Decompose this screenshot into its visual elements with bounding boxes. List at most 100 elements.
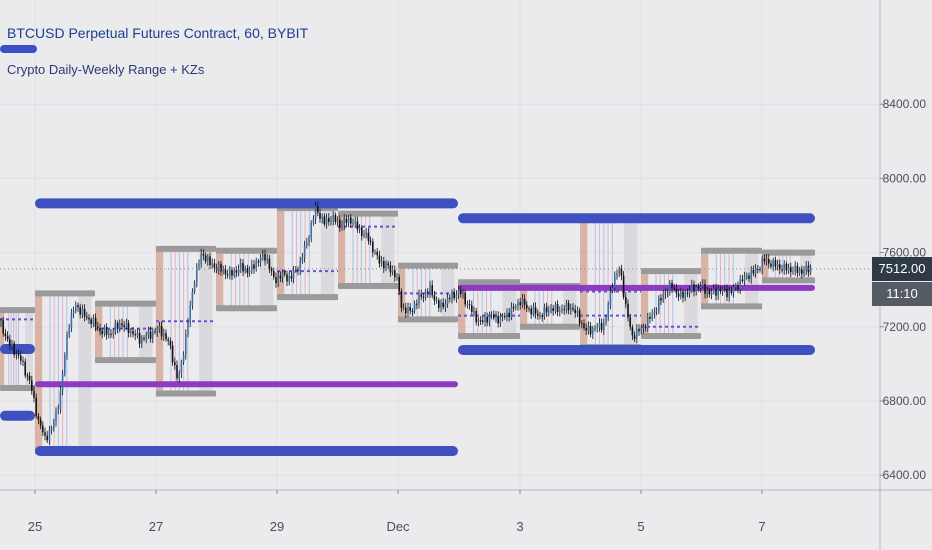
candle-body <box>363 233 365 236</box>
candle-body <box>587 325 590 331</box>
candle-body <box>688 290 691 294</box>
london-session-zone <box>320 208 335 298</box>
daily-low-bar <box>398 316 458 323</box>
candle-body <box>743 275 746 282</box>
candle-body <box>398 277 400 292</box>
candle-body <box>112 332 114 334</box>
daily-high-bar <box>398 262 458 269</box>
candle-body <box>244 268 246 272</box>
candle-body <box>574 309 576 314</box>
candle-body <box>528 308 530 310</box>
candle-body <box>319 212 321 219</box>
candle-body <box>556 304 559 313</box>
candle-body <box>378 255 381 264</box>
candle-body <box>176 365 178 379</box>
candle-body <box>270 268 273 272</box>
candle-body <box>570 307 572 311</box>
daily-low-bar <box>641 333 701 340</box>
candle-body <box>350 217 352 224</box>
candle-body <box>618 268 620 274</box>
candle-body <box>204 255 207 262</box>
candle-body <box>600 323 603 331</box>
indicator-label[interactable]: Crypto Daily-Weekly Range + KZs <box>7 62 205 77</box>
candle-body <box>537 313 539 316</box>
candle-body <box>303 245 306 258</box>
candle-body <box>369 240 372 242</box>
candle-body <box>435 300 438 302</box>
candle-body <box>297 269 299 271</box>
candle-body <box>251 264 253 271</box>
candle-body <box>420 294 422 297</box>
candle-body <box>391 270 394 273</box>
candle-body <box>17 354 20 356</box>
candle-body <box>330 220 332 222</box>
candle-body <box>22 360 24 362</box>
candle-body <box>339 219 341 228</box>
candle-body <box>704 283 706 294</box>
candle-body <box>534 307 537 314</box>
weekly-midline <box>35 381 458 388</box>
candle-body <box>706 290 708 294</box>
weekly-high-line <box>35 198 458 209</box>
candle-body <box>517 302 519 307</box>
candle-body <box>64 354 66 374</box>
candle-body <box>39 419 42 426</box>
candle-body <box>103 326 106 334</box>
candle-body <box>730 291 733 293</box>
daily-high-bar <box>35 290 95 297</box>
candle-body <box>334 214 337 223</box>
candle-body <box>257 261 260 263</box>
candle-body <box>376 251 378 256</box>
candle-body <box>229 270 231 276</box>
candle-body <box>660 298 662 301</box>
candle-body <box>189 305 191 323</box>
candle-body <box>345 218 348 223</box>
candle-body <box>154 331 156 333</box>
weekly-low-line <box>0 410 35 421</box>
candle-body <box>185 333 187 355</box>
candle-body <box>317 206 319 213</box>
candle-body <box>686 292 689 294</box>
candle-body <box>431 285 433 296</box>
candle-body <box>174 362 176 366</box>
candle-body <box>130 330 132 334</box>
candle-body <box>779 264 781 270</box>
candle-body <box>754 268 757 274</box>
candle-body <box>539 315 541 317</box>
candle-body <box>728 291 730 298</box>
candle-body <box>713 288 715 292</box>
candle-body <box>11 343 13 346</box>
candle-body <box>211 263 213 265</box>
candle-body <box>440 302 442 308</box>
time-tick-label: 27 <box>149 519 163 534</box>
candle-body <box>475 310 477 323</box>
candle-body <box>343 218 345 226</box>
candle-body <box>444 304 447 308</box>
candle-body <box>455 294 458 299</box>
daily-low-bar <box>277 294 338 301</box>
candle-body <box>649 316 651 319</box>
candle-body <box>405 307 407 314</box>
candle-body <box>680 291 682 297</box>
candle-body <box>341 225 343 228</box>
candle-body <box>105 326 108 335</box>
candle-body <box>367 232 370 241</box>
candle-body <box>653 311 656 314</box>
candle-body <box>761 258 763 270</box>
candle-body <box>323 216 326 225</box>
candle-body <box>427 291 429 294</box>
candle-body <box>453 291 455 299</box>
candle-body <box>702 283 704 287</box>
chart-title[interactable]: BTCUSD Perpetual Futures Contract, 60, B… <box>7 25 309 41</box>
candle-body <box>94 317 97 327</box>
candle-body <box>325 217 328 225</box>
candle-body <box>715 288 717 296</box>
asia-session-zone <box>641 271 649 337</box>
candle-body <box>191 291 194 306</box>
candle-body <box>200 253 202 264</box>
candle-body <box>673 288 675 290</box>
candle-body <box>202 253 205 256</box>
asia-session-zone <box>762 252 769 281</box>
